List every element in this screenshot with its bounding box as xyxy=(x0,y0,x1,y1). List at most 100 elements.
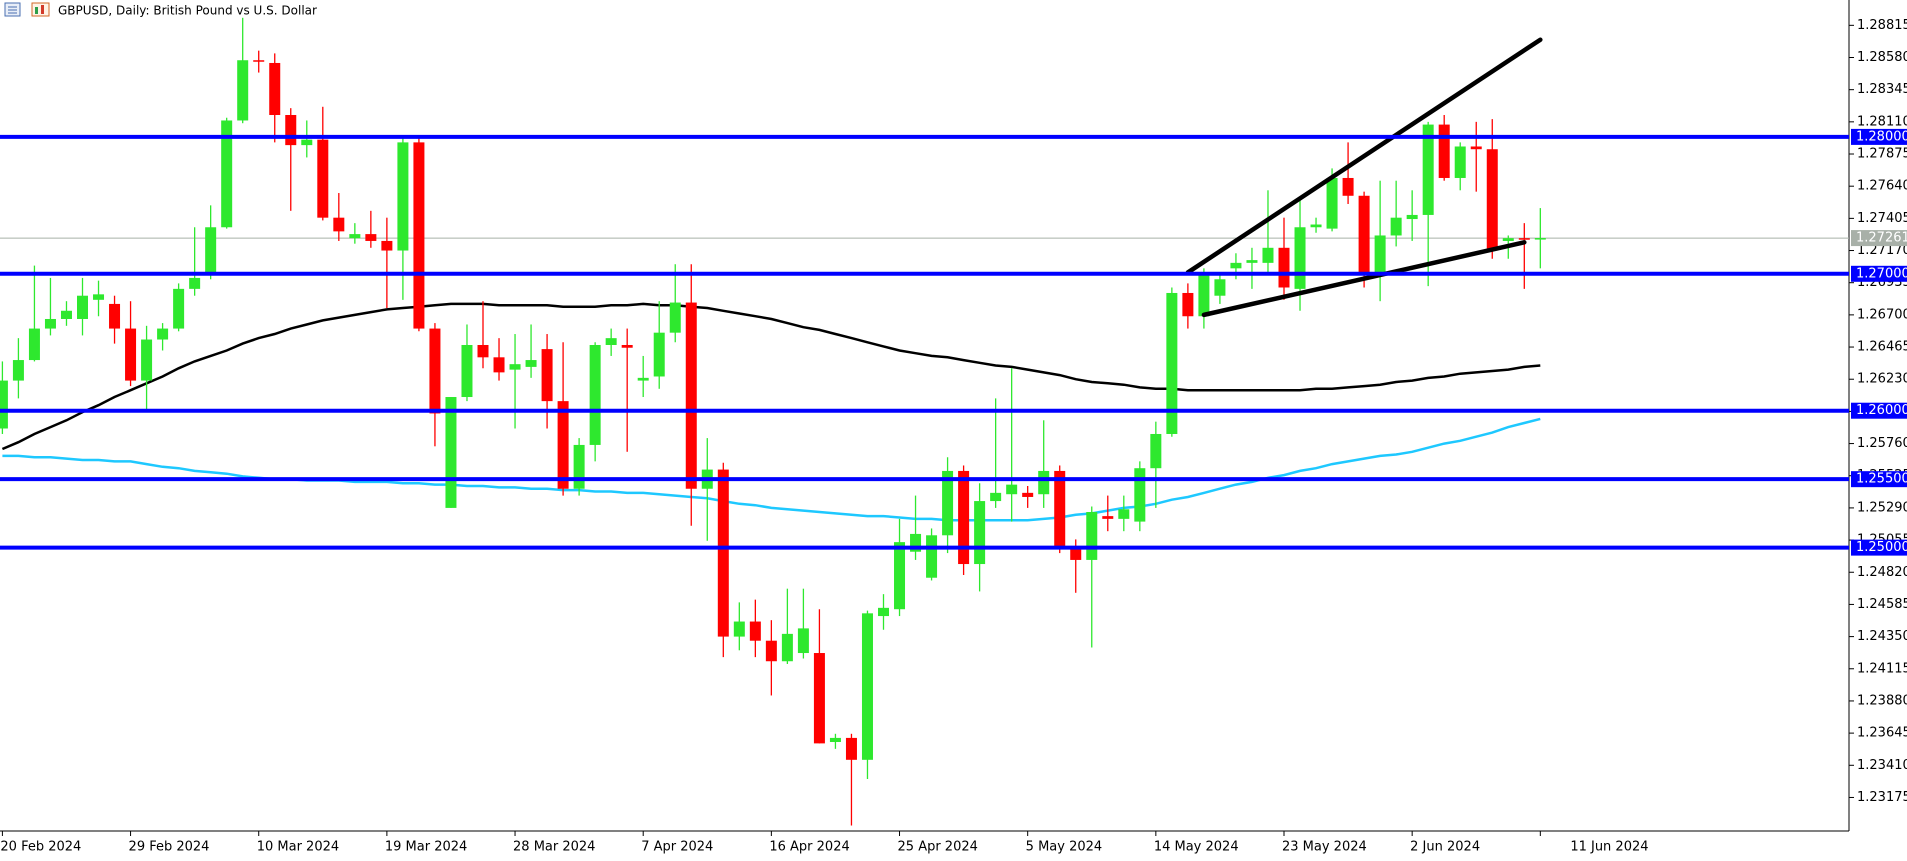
current-price-label: 1.27261 xyxy=(1856,231,1907,246)
candle-body xyxy=(173,288,185,329)
candle-body xyxy=(445,397,457,508)
x-tick-label: 20 Feb 2024 xyxy=(0,840,81,855)
candle-body xyxy=(605,338,617,345)
candle-body xyxy=(381,240,393,251)
y-tick-label: 1.24350 xyxy=(1857,629,1907,644)
y-tick-label: 1.23645 xyxy=(1857,726,1907,741)
candle-body xyxy=(557,401,569,489)
candle-body xyxy=(1342,177,1354,196)
candle-body xyxy=(205,227,217,276)
candle-body xyxy=(12,360,24,381)
y-tick-label: 1.27875 xyxy=(1857,147,1907,162)
candle-body xyxy=(509,364,521,370)
candle-body xyxy=(301,139,313,146)
level-label-box xyxy=(1851,539,1907,556)
candle-body xyxy=(365,234,377,241)
candle-body xyxy=(189,277,201,289)
candle-body xyxy=(1390,217,1402,236)
candle-body xyxy=(1086,512,1098,560)
x-tick-label: 23 May 2024 xyxy=(1282,840,1367,855)
candle-body xyxy=(1038,470,1050,495)
candle-body xyxy=(1326,177,1338,229)
level-label: 1.26000 xyxy=(1856,403,1907,418)
current-price-box xyxy=(1851,230,1907,247)
x-tick-label: 2 Jun 2024 xyxy=(1410,840,1480,855)
y-tick-label: 1.26230 xyxy=(1857,372,1907,387)
candle-body xyxy=(653,332,665,377)
candle-body xyxy=(477,344,489,358)
candle-body xyxy=(926,535,938,578)
candle-body xyxy=(493,357,505,373)
y-tick-label: 1.27170 xyxy=(1857,243,1907,258)
trendline xyxy=(1185,37,1543,275)
candle-body xyxy=(221,120,233,228)
candle-body xyxy=(1054,470,1066,548)
candle-body xyxy=(1230,262,1242,269)
toolbar-icons xyxy=(4,2,50,17)
candle-body xyxy=(733,621,745,637)
x-tick-label: 14 May 2024 xyxy=(1154,840,1239,855)
y-tick-label: 1.28815 xyxy=(1857,18,1907,33)
level-label: 1.27000 xyxy=(1856,266,1907,281)
moving-average-line xyxy=(1,302,1541,451)
candle-body xyxy=(717,469,729,637)
candle-body xyxy=(429,328,441,414)
x-tick-label: 25 Apr 2024 xyxy=(898,840,978,855)
candle-body xyxy=(990,492,1002,502)
candle-body xyxy=(781,633,793,662)
candle-body xyxy=(1182,292,1194,317)
candle-body xyxy=(1502,238,1514,241)
candle-body xyxy=(1438,124,1450,178)
candle-body xyxy=(621,344,633,348)
candle-body xyxy=(541,349,553,402)
icon-chart xyxy=(31,2,50,17)
candle-body xyxy=(1310,224,1322,228)
candle-body xyxy=(109,303,121,329)
candle-body xyxy=(942,470,954,536)
candle-body xyxy=(1422,124,1434,215)
level-label-box xyxy=(1851,265,1907,282)
candle-body xyxy=(573,444,585,489)
y-tick-label: 1.24820 xyxy=(1857,565,1907,580)
candle-body xyxy=(1518,238,1530,240)
candle-body xyxy=(1118,509,1130,519)
x-tick-label: 11 Jun 2024 xyxy=(1570,840,1648,855)
candle-body xyxy=(1150,433,1162,469)
level-label-box xyxy=(1851,402,1907,419)
x-tick-label: 29 Feb 2024 xyxy=(129,840,210,855)
candle-body xyxy=(237,60,249,121)
candle-body xyxy=(637,377,649,381)
y-tick-label: 1.27405 xyxy=(1857,211,1907,226)
candle-body xyxy=(1166,292,1178,434)
candle-body xyxy=(1246,260,1258,263)
y-tick-label: 1.23880 xyxy=(1857,693,1907,708)
candle-body xyxy=(1470,146,1482,150)
candle-body xyxy=(44,318,56,329)
candle-body xyxy=(958,470,970,565)
candle-body xyxy=(845,737,857,760)
candle-body xyxy=(60,310,72,319)
candle-body xyxy=(669,302,681,333)
candle-body xyxy=(269,62,281,115)
candle-body xyxy=(861,613,873,760)
level-label: 1.25000 xyxy=(1856,540,1907,555)
candle-body xyxy=(974,501,986,565)
candle-body xyxy=(765,640,777,662)
icon-bar xyxy=(41,5,44,14)
candle-body xyxy=(829,737,841,743)
y-tick-label: 1.24585 xyxy=(1857,597,1907,612)
level-label-box xyxy=(1851,128,1907,145)
candle-body xyxy=(28,328,40,361)
x-tick-label: 28 Mar 2024 xyxy=(513,840,595,855)
candle-body xyxy=(77,295,88,319)
x-tick-label: 10 Mar 2024 xyxy=(257,840,339,855)
trendline xyxy=(1201,240,1527,318)
candle-body xyxy=(749,621,761,641)
candle-body xyxy=(317,139,329,218)
x-tick-label: 5 May 2024 xyxy=(1026,840,1103,855)
candle-body xyxy=(910,533,922,552)
y-tick-label: 1.23175 xyxy=(1857,790,1907,805)
chart-title: GBPUSD, Daily: British Pound vs U.S. Dol… xyxy=(58,4,317,18)
candle-body xyxy=(1006,484,1018,495)
